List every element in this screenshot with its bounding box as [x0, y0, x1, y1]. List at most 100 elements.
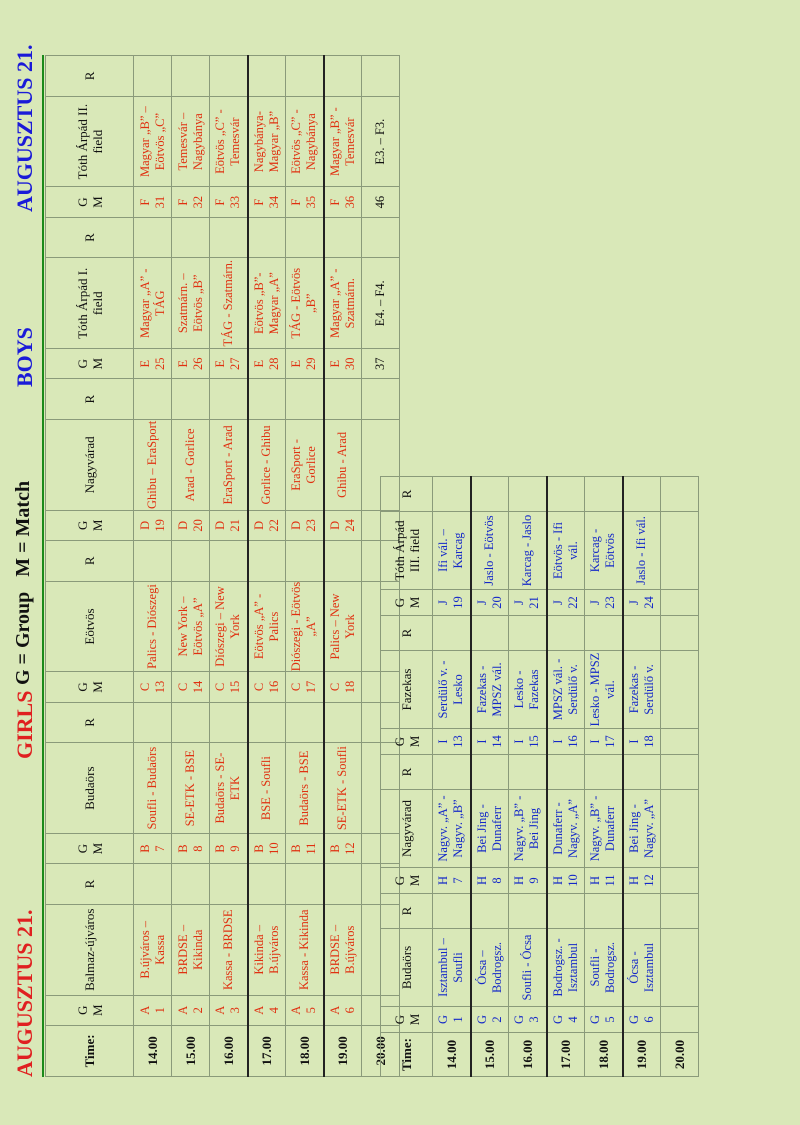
- match-cell: BRDSE – B.újváros: [323, 904, 362, 996]
- result-cell: [660, 893, 699, 929]
- group-match-cell: [660, 867, 699, 894]
- row-time: 19.00: [622, 1032, 661, 1077]
- result-cell: [546, 893, 585, 929]
- schedule-row: 17.00 G 4 Bodrogsz. - Isztambul H 10 Dunaferr …: [546, 476, 585, 1077]
- match-number: 29: [304, 357, 319, 370]
- group-match-cell: J 23: [584, 589, 623, 616]
- header-result: R: [45, 55, 134, 97]
- group-letter: A: [327, 1005, 342, 1015]
- group-letter: H: [588, 875, 603, 886]
- bottom-schedule-table: Time: G M Budaörs R G M Nagyvárad R G M Fazekas R G M T…: [380, 476, 699, 1077]
- date-left: AUGUSZTUS 21.: [12, 909, 37, 1077]
- group-match-cell: C 14: [171, 671, 210, 703]
- match-cell: Magyar „B” – Eötvös „C”: [133, 96, 172, 187]
- match-cell: Ghibu – EraSport: [133, 419, 172, 511]
- match-cell: Bei Jing - Dunaferr: [470, 789, 509, 868]
- result-cell: [432, 615, 471, 651]
- match-cell: Ócsa – Bodrogsz.: [470, 928, 509, 1007]
- result-cell: [209, 217, 248, 258]
- result-cell: [323, 55, 362, 97]
- match-number: 46: [373, 195, 387, 209]
- result-cell: [285, 217, 324, 258]
- match-cell: Bodrogsz. - Isztambul: [546, 928, 585, 1007]
- match-cell: Ghibu - Arad: [323, 419, 362, 511]
- group-match-cell: F 34: [247, 186, 286, 218]
- group-letter: J: [588, 600, 603, 605]
- group-letter: C: [213, 682, 228, 692]
- match-cell: Gorlice - Ghibu: [247, 419, 286, 511]
- group-match-cell: H 10: [546, 867, 585, 894]
- match-cell: [660, 928, 699, 1007]
- header-result: R: [380, 754, 433, 790]
- header-g: G: [74, 1005, 90, 1015]
- match-number: 30: [342, 357, 357, 370]
- result-cell: [133, 863, 172, 905]
- group-letter: B: [327, 844, 342, 853]
- result-cell: [660, 476, 699, 512]
- group-match-cell: D 19: [133, 510, 172, 541]
- group-match-cell: 46: [361, 186, 400, 218]
- group-letter: C: [175, 682, 190, 692]
- match-number: 24: [641, 596, 656, 609]
- result-cell: [171, 217, 210, 258]
- header-g: G: [391, 736, 407, 747]
- match-number: 8: [489, 877, 504, 884]
- group-match-cell: I 16: [546, 728, 585, 755]
- girls-label: GIRLS: [12, 690, 37, 759]
- match-cell: Magyar „A” - Szatmárn.: [323, 257, 362, 349]
- header-venue: Tóth Árpád II. field: [45, 96, 134, 187]
- result-cell: [432, 754, 471, 790]
- match-cell: TÁG - Eötvös „B”: [285, 257, 324, 349]
- group-match-cell: F 33: [209, 186, 248, 218]
- group-letter: J: [512, 600, 527, 605]
- result-cell: [247, 540, 286, 582]
- match-number: 19: [152, 519, 167, 532]
- group-letter: B: [213, 844, 228, 853]
- match-number: 27: [228, 357, 243, 370]
- schedule-row: 19.00 G 6 Ócsa - Isztambul H 12 Bei Jing - Nag…: [622, 476, 661, 1077]
- header-m: M: [406, 596, 422, 609]
- group-match-cell: J 21: [508, 589, 547, 616]
- header-g: G: [74, 682, 90, 692]
- header-g: G: [391, 597, 407, 608]
- group-match-cell: F 32: [171, 186, 210, 218]
- match-cell: Ócsa - Isztambul: [622, 928, 661, 1007]
- group-letter: I: [436, 739, 451, 744]
- match-number: 17: [304, 680, 319, 694]
- group-match-cell: E 28: [247, 348, 286, 379]
- match-number: 7: [152, 845, 167, 852]
- header-g: G: [74, 359, 90, 369]
- group-match-cell: D 24: [323, 510, 362, 541]
- schedule-row: 20.00: [660, 476, 699, 1077]
- header-result: R: [45, 378, 134, 420]
- group-match-cell: F 36: [323, 186, 362, 218]
- group-letter: B: [289, 844, 304, 853]
- schedule-row: 17.00 A 4 Kikinda – B.újváros B 10 BSE - Soufl…: [247, 55, 286, 1077]
- row-time: 18.00: [285, 1025, 324, 1077]
- group-match-cell: J 19: [432, 589, 471, 616]
- header-m: M: [89, 196, 105, 208]
- match-number: 16: [565, 735, 580, 748]
- match-number: 23: [304, 519, 319, 532]
- header-venue: Balmaz-újváros: [45, 904, 134, 996]
- result-cell: [432, 893, 471, 929]
- row-time: 15.00: [171, 1025, 210, 1077]
- match-cell: Palics – New York: [323, 581, 362, 672]
- group-letter: J: [550, 600, 565, 605]
- match-number: 1: [451, 1016, 466, 1023]
- result-cell: [171, 702, 210, 743]
- group-match-cell: F 31: [133, 186, 172, 218]
- match-cell: SE-ETK - Soufli: [323, 742, 362, 834]
- group-letter: H: [436, 875, 451, 886]
- match-cell: Eötvös „A” - Palics: [247, 581, 286, 672]
- result-cell: [432, 476, 471, 512]
- result-cell: [209, 863, 248, 905]
